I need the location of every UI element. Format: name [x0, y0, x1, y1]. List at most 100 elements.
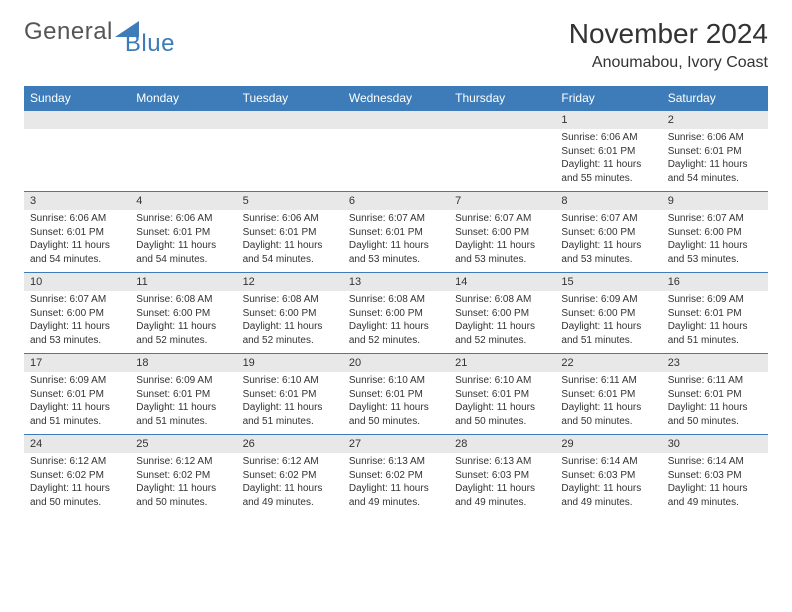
- day-detail: [237, 133, 343, 187]
- day-detail-line: Daylight: 11 hours and 49 minutes.: [455, 482, 549, 509]
- day-number-cell: 21: [449, 354, 555, 373]
- day-detail: Sunrise: 6:11 AMSunset: 6:01 PMDaylight:…: [555, 372, 661, 434]
- day-number-row: 17181920212223: [24, 354, 768, 373]
- day-detail-line: Sunrise: 6:10 AM: [455, 374, 549, 388]
- day-number-cell: [24, 111, 130, 130]
- day-number: 10: [24, 273, 130, 291]
- day-detail: Sunrise: 6:09 AMSunset: 6:01 PMDaylight:…: [662, 291, 768, 353]
- day-detail-line: Sunrise: 6:07 AM: [561, 212, 655, 226]
- day-detail: Sunrise: 6:10 AMSunset: 6:01 PMDaylight:…: [343, 372, 449, 434]
- day-detail-line: Sunset: 6:01 PM: [136, 226, 230, 240]
- day-body-cell: Sunrise: 6:07 AMSunset: 6:00 PMDaylight:…: [662, 210, 768, 273]
- day-detail-line: Sunset: 6:00 PM: [561, 307, 655, 321]
- day-detail: Sunrise: 6:06 AMSunset: 6:01 PMDaylight:…: [130, 210, 236, 272]
- day-number-cell: 11: [130, 273, 236, 292]
- day-detail: Sunrise: 6:09 AMSunset: 6:01 PMDaylight:…: [130, 372, 236, 434]
- day-detail-line: Sunrise: 6:10 AM: [349, 374, 443, 388]
- day-detail-line: Daylight: 11 hours and 52 minutes.: [243, 320, 337, 347]
- day-detail-line: Daylight: 11 hours and 52 minutes.: [349, 320, 443, 347]
- day-number-cell: 8: [555, 192, 661, 211]
- day-detail-line: Sunset: 6:01 PM: [349, 388, 443, 402]
- logo-text-blue: Blue: [125, 30, 175, 58]
- day-number: 11: [130, 273, 236, 291]
- day-detail-line: Sunset: 6:00 PM: [30, 307, 124, 321]
- day-number: [130, 111, 236, 117]
- day-detail-line: Daylight: 11 hours and 50 minutes.: [455, 401, 549, 428]
- day-number-cell: 30: [662, 435, 768, 454]
- day-detail-line: Sunset: 6:00 PM: [561, 226, 655, 240]
- day-number: 29: [555, 435, 661, 453]
- day-body-cell: Sunrise: 6:06 AMSunset: 6:01 PMDaylight:…: [24, 210, 130, 273]
- day-number: 27: [343, 435, 449, 453]
- day-number: 30: [662, 435, 768, 453]
- day-detail-line: Daylight: 11 hours and 55 minutes.: [561, 158, 655, 185]
- day-number-cell: 7: [449, 192, 555, 211]
- day-body-cell: Sunrise: 6:12 AMSunset: 6:02 PMDaylight:…: [24, 453, 130, 515]
- day-detail-line: Daylight: 11 hours and 51 minutes.: [30, 401, 124, 428]
- day-body-cell: Sunrise: 6:08 AMSunset: 6:00 PMDaylight:…: [343, 291, 449, 354]
- day-body-cell: Sunrise: 6:07 AMSunset: 6:01 PMDaylight:…: [343, 210, 449, 273]
- day-number: [237, 111, 343, 117]
- day-detail-line: Sunrise: 6:13 AM: [455, 455, 549, 469]
- calendar-table: Sunday Monday Tuesday Wednesday Thursday…: [24, 86, 768, 515]
- day-body-cell: Sunrise: 6:10 AMSunset: 6:01 PMDaylight:…: [237, 372, 343, 435]
- day-detail-line: Sunset: 6:01 PM: [561, 388, 655, 402]
- day-body-cell: Sunrise: 6:06 AMSunset: 6:01 PMDaylight:…: [555, 129, 661, 192]
- day-body-cell: Sunrise: 6:13 AMSunset: 6:02 PMDaylight:…: [343, 453, 449, 515]
- day-detail-line: Daylight: 11 hours and 49 minutes.: [561, 482, 655, 509]
- day-number-cell: 24: [24, 435, 130, 454]
- day-number: [343, 111, 449, 117]
- day-body-cell: Sunrise: 6:08 AMSunset: 6:00 PMDaylight:…: [449, 291, 555, 354]
- day-body-cell: Sunrise: 6:11 AMSunset: 6:01 PMDaylight:…: [555, 372, 661, 435]
- day-number: 21: [449, 354, 555, 372]
- day-detail-line: Sunset: 6:03 PM: [561, 469, 655, 483]
- day-detail: Sunrise: 6:13 AMSunset: 6:02 PMDaylight:…: [343, 453, 449, 515]
- day-body-cell: Sunrise: 6:13 AMSunset: 6:03 PMDaylight:…: [449, 453, 555, 515]
- day-detail-line: Sunset: 6:02 PM: [243, 469, 337, 483]
- day-number-row: 12: [24, 111, 768, 130]
- day-detail-line: Sunset: 6:01 PM: [561, 145, 655, 159]
- day-body-cell: Sunrise: 6:06 AMSunset: 6:01 PMDaylight:…: [130, 210, 236, 273]
- day-body-cell: [343, 129, 449, 192]
- day-body-cell: Sunrise: 6:08 AMSunset: 6:00 PMDaylight:…: [130, 291, 236, 354]
- day-body-cell: Sunrise: 6:06 AMSunset: 6:01 PMDaylight:…: [237, 210, 343, 273]
- location-label: Anoumabou, Ivory Coast: [569, 54, 768, 72]
- weekday-header: Friday: [555, 86, 661, 111]
- day-detail: Sunrise: 6:08 AMSunset: 6:00 PMDaylight:…: [343, 291, 449, 353]
- day-detail: Sunrise: 6:12 AMSunset: 6:02 PMDaylight:…: [130, 453, 236, 515]
- day-number-cell: 3: [24, 192, 130, 211]
- day-detail-line: Sunrise: 6:07 AM: [349, 212, 443, 226]
- day-detail-line: Daylight: 11 hours and 51 minutes.: [136, 401, 230, 428]
- day-number-row: 24252627282930: [24, 435, 768, 454]
- day-detail-line: Daylight: 11 hours and 54 minutes.: [136, 239, 230, 266]
- day-detail-line: Sunrise: 6:08 AM: [455, 293, 549, 307]
- day-body-cell: Sunrise: 6:07 AMSunset: 6:00 PMDaylight:…: [24, 291, 130, 354]
- day-body-row: Sunrise: 6:06 AM Sunset: 6:01 PMDaylight:…: [24, 129, 768, 192]
- day-detail-line: Sunrise: 6:12 AM: [136, 455, 230, 469]
- day-detail-line: Sunset: 6:00 PM: [349, 307, 443, 321]
- day-detail-line: Sunset: 6:01 PM: [136, 388, 230, 402]
- day-detail-line: Sunrise: 6:06 AM: [668, 131, 762, 145]
- day-detail-line: Sunrise: 6:06 AM: [136, 212, 230, 226]
- day-detail-line: Sunrise: 6:11 AM: [561, 374, 655, 388]
- day-detail-line: Sunset: 6:01 PM: [30, 388, 124, 402]
- day-detail-line: Daylight: 11 hours and 53 minutes.: [561, 239, 655, 266]
- day-body-cell: Sunrise: 6:08 AMSunset: 6:00 PMDaylight:…: [237, 291, 343, 354]
- day-number: 17: [24, 354, 130, 372]
- day-body-cell: Sunrise: 6:12 AMSunset: 6:02 PMDaylight:…: [130, 453, 236, 515]
- day-body-cell: [237, 129, 343, 192]
- day-detail-line: Daylight: 11 hours and 49 minutes.: [668, 482, 762, 509]
- day-detail: Sunrise: 6:09 AMSunset: 6:00 PMDaylight:…: [555, 291, 661, 353]
- day-number-cell: 2: [662, 111, 768, 130]
- day-number-cell: [449, 111, 555, 130]
- day-detail-line: Daylight: 11 hours and 50 minutes.: [30, 482, 124, 509]
- weekday-header: Tuesday: [237, 86, 343, 111]
- day-body-cell: Sunrise: 6:10 AMSunset: 6:01 PMDaylight:…: [343, 372, 449, 435]
- day-detail: Sunrise: 6:07 AMSunset: 6:00 PMDaylight:…: [662, 210, 768, 272]
- day-detail-line: Daylight: 11 hours and 50 minutes.: [668, 401, 762, 428]
- day-detail: Sunrise: 6:09 AMSunset: 6:01 PMDaylight:…: [24, 372, 130, 434]
- day-detail-line: Daylight: 11 hours and 53 minutes.: [668, 239, 762, 266]
- logo-text-general: General: [24, 18, 113, 46]
- day-number-cell: [237, 111, 343, 130]
- day-detail-line: Daylight: 11 hours and 51 minutes.: [668, 320, 762, 347]
